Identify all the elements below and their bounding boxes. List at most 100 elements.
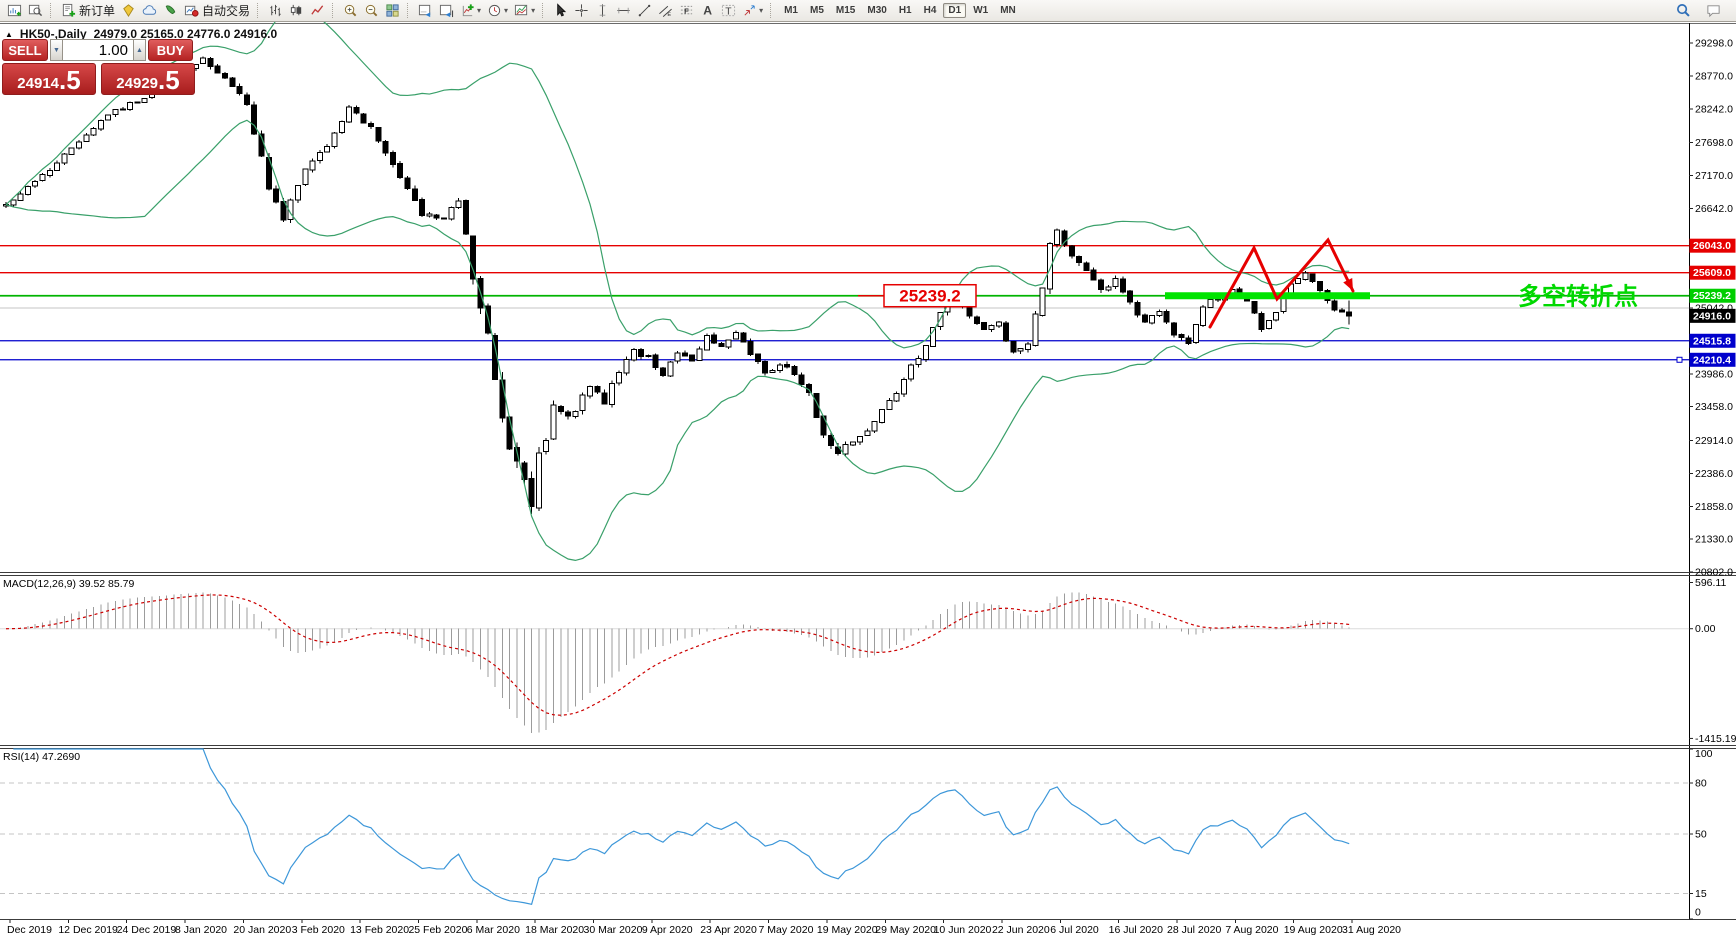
date-label: 28 Jul 2020: [1167, 924, 1221, 936]
collapse-trade-panel-icon[interactable]: ▲: [5, 29, 13, 39]
date-label: 12 Dec 2019: [58, 924, 118, 936]
chart-title-ohlc: 24979.0 25165.0 24776.0 24916.0: [93, 27, 278, 41]
toolbar-separator: [770, 3, 774, 18]
search-profile-button[interactable]: [26, 2, 45, 20]
vertical-line-button[interactable]: [593, 2, 612, 20]
price-tick-label: 23458.0: [1695, 401, 1733, 413]
sell-button[interactable]: SELL: [2, 39, 48, 61]
timeframe-M1[interactable]: M1: [784, 5, 798, 16]
date-label: 19 Aug 2020: [1284, 924, 1343, 936]
annotations[interactable]: 25239.2 多空转折点: [858, 237, 1683, 363]
sell-price-button[interactable]: 24914.5: [2, 63, 96, 95]
vertical-line-icon: [595, 3, 610, 18]
chart-shift-button[interactable]: [437, 2, 456, 20]
arrows-dropdown-caret[interactable]: ▾: [759, 6, 764, 15]
autotrading-button[interactable]: 自动交易: [182, 2, 252, 20]
tile-windows-button[interactable]: [383, 2, 402, 20]
volume-increase-button[interactable]: ▲: [133, 39, 146, 61]
market-cloud-button[interactable]: [140, 2, 159, 20]
line-chart-icon: [310, 3, 325, 18]
period-clock-button[interactable]: ▾: [485, 2, 510, 20]
timeframe-W1[interactable]: W1: [973, 5, 989, 16]
line-selection-handle: [1676, 356, 1683, 363]
zoom-out-button[interactable]: [362, 2, 381, 20]
date-label: 23 Apr 2020: [700, 924, 757, 936]
cursor-icon: [553, 3, 568, 18]
date-label: 18 Mar 2020: [525, 924, 584, 936]
price-callout-box: [883, 283, 977, 308]
chat-button[interactable]: [1704, 2, 1723, 20]
templates-button[interactable]: ▾: [512, 2, 537, 20]
date-label: 8 Jan 2020: [175, 924, 227, 936]
zoom-in-button[interactable]: [341, 2, 360, 20]
spin-up-icon: ▲: [136, 46, 143, 54]
bar-chart-button[interactable]: [266, 2, 285, 20]
new-order-icon: [61, 3, 76, 18]
crosshair-icon: [574, 3, 589, 18]
rsi-axis-label: 100: [1695, 748, 1713, 760]
price-callout-text: 25239.2: [899, 287, 960, 306]
metaeditor-button[interactable]: [119, 2, 138, 20]
price-badge-label: 24916.0: [1693, 310, 1731, 322]
equidistant-channel-button[interactable]: E: [656, 2, 675, 20]
timeframe-D1[interactable]: D1: [943, 3, 967, 18]
auto-scroll-button[interactable]: [416, 2, 435, 20]
add-indicator-icon: [460, 3, 475, 18]
rsi-panel: RSI(14) 47.2690 100 80 50 15 0: [0, 748, 1713, 920]
add-indicator-dropdown-caret[interactable]: ▾: [477, 6, 482, 15]
text-button[interactable]: A: [698, 2, 717, 20]
price-badge-resistance: [1689, 265, 1736, 280]
text-label-button[interactable]: T: [719, 2, 738, 20]
toolbar-separator: [332, 3, 336, 18]
search-button[interactable]: [1674, 2, 1693, 20]
buy-price-frac: .5: [158, 65, 180, 95]
price-tick-label: 28242.0: [1695, 103, 1733, 115]
macd-axis-label: 0.00: [1695, 623, 1716, 635]
trend-line-button[interactable]: [635, 2, 654, 20]
date-label: 7 Aug 2020: [1225, 924, 1278, 936]
toolbar-separator: [542, 3, 546, 18]
svg-text:F: F: [684, 6, 689, 15]
crosshair-button[interactable]: [572, 2, 591, 20]
spin-down-icon: ▼: [53, 46, 60, 54]
templates-dropdown-caret[interactable]: ▾: [531, 6, 536, 15]
timeframe-M5[interactable]: M5: [810, 5, 824, 16]
signals-phone-button[interactable]: [161, 2, 180, 20]
horizontal-line-button[interactable]: [614, 2, 633, 20]
buy-price-button[interactable]: 24929.5: [101, 63, 195, 95]
toolbar-separator: [407, 3, 411, 18]
new-chart-button[interactable]: [5, 2, 24, 20]
metaeditor-icon: [121, 3, 136, 18]
line-chart-button[interactable]: [308, 2, 327, 20]
candle-chart-icon: [289, 3, 304, 18]
candle-chart-button[interactable]: [287, 2, 306, 20]
macd-label: MACD(12,26,9) 39.52 85.79: [3, 578, 134, 590]
buy-button[interactable]: BUY: [148, 39, 193, 61]
volume-decrease-button[interactable]: ▼: [50, 39, 63, 61]
price-badge-label: 26043.0: [1693, 240, 1731, 252]
arrows-button[interactable]: ▾: [740, 2, 765, 20]
timeframe-H1[interactable]: H1: [898, 5, 912, 16]
timeframe-MN[interactable]: MN: [1000, 5, 1016, 16]
new-order-button[interactable]: 新订单: [59, 2, 117, 20]
text-label-icon: T: [721, 3, 736, 18]
cursor-button[interactable]: [551, 2, 570, 20]
period-clock-dropdown-caret[interactable]: ▾: [504, 6, 509, 15]
price-tick-label: 29298.0: [1695, 38, 1733, 50]
fibonacci-button[interactable]: F: [677, 2, 696, 20]
add-indicator-button[interactable]: ▾: [458, 2, 483, 20]
date-label: Dec 2019: [7, 924, 52, 936]
timeframe-H4[interactable]: H4: [923, 5, 937, 16]
timeframe-M30[interactable]: M30: [867, 5, 887, 16]
horizontal-line-objects[interactable]: [0, 245, 1689, 361]
price-tick-label: 22914.0: [1695, 435, 1733, 447]
new-chart-icon: [7, 3, 22, 18]
market-cloud-icon: [142, 3, 157, 18]
bollinger-bands: [5, 6, 1350, 562]
timeframe-M15[interactable]: M15: [835, 5, 856, 16]
zigzag-arrow: [1208, 237, 1355, 329]
volume-input[interactable]: 1.00: [63, 39, 133, 61]
annotation-text: 多空转折点: [1518, 283, 1638, 311]
